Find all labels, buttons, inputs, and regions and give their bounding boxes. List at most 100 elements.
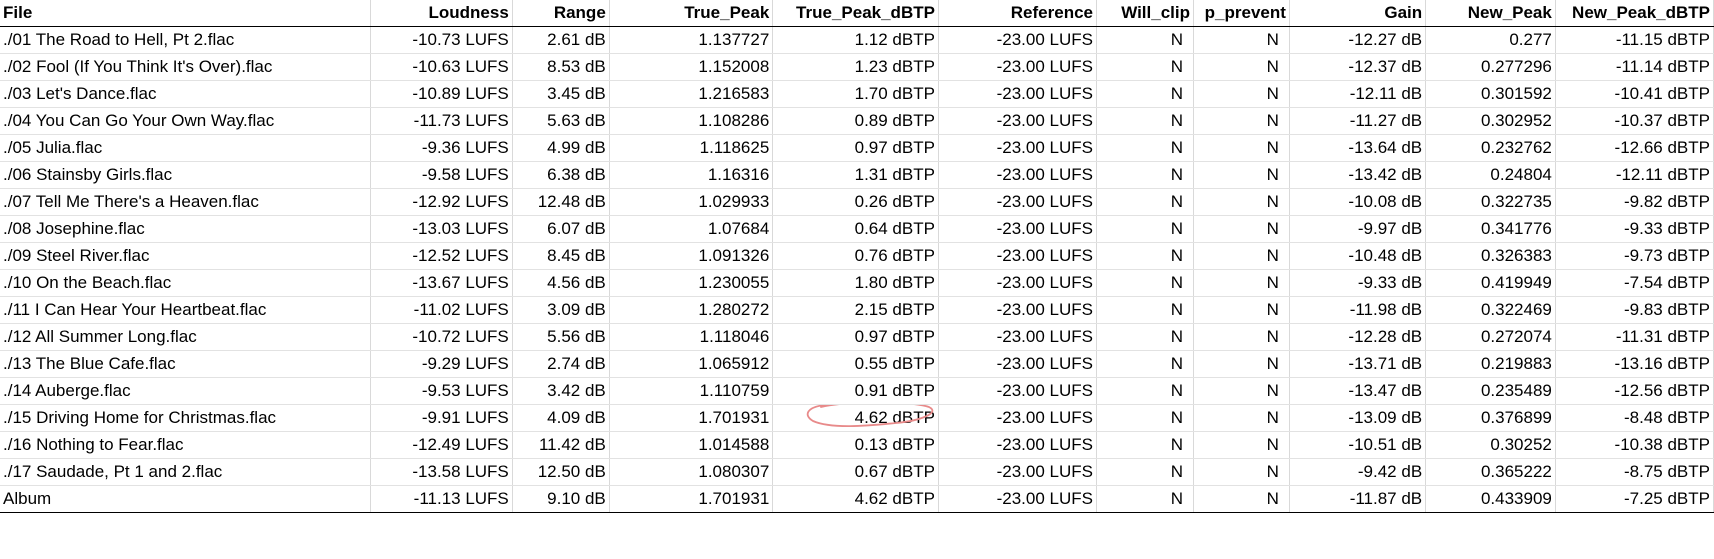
cell-new-peak[interactable]: 0.232762 <box>1425 134 1556 162</box>
cell-true-peak[interactable]: 1.701931 <box>609 404 774 432</box>
cell-clip-prevent[interactable]: N <box>1193 350 1290 378</box>
cell-will-clip[interactable]: N <box>1096 377 1194 405</box>
cell-range[interactable]: 2.74 dB <box>512 350 610 378</box>
cell-reference[interactable]: -23.00 LUFS <box>938 323 1098 351</box>
cell-true-peak[interactable]: 1.091326 <box>609 242 774 270</box>
cell-file[interactable]: ./12 All Summer Long.flac <box>0 323 372 351</box>
cell-file[interactable]: ./15 Driving Home for Christmas.flac <box>0 404 372 432</box>
cell-file[interactable]: ./02 Fool (If You Think It's Over).flac <box>0 53 372 81</box>
cell-new-peak-dbtp[interactable]: -12.66 dBTP <box>1555 134 1714 162</box>
cell-true-peak[interactable]: 1.216583 <box>609 80 774 108</box>
cell-range[interactable]: 9.10 dB <box>512 485 610 513</box>
cell-gain[interactable]: -13.42 dB <box>1289 161 1427 189</box>
cell-true-peak[interactable]: 1.152008 <box>609 53 774 81</box>
cell-gain[interactable]: -13.64 dB <box>1289 134 1427 162</box>
cell-clip-prevent[interactable]: N <box>1193 80 1290 108</box>
cell-new-peak[interactable]: 0.24804 <box>1425 161 1556 189</box>
cell-file[interactable]: ./08 Josephine.flac <box>0 215 372 243</box>
cell-reference[interactable]: -23.00 LUFS <box>938 296 1098 324</box>
cell-gain[interactable]: -12.11 dB <box>1289 80 1427 108</box>
cell-range[interactable]: 5.56 dB <box>512 323 610 351</box>
cell-loudness[interactable]: -10.63 LUFS <box>370 53 513 81</box>
cell-true-peak[interactable]: 1.110759 <box>609 377 774 405</box>
cell-true-peak-dbtp[interactable]: 0.91 dBTP <box>772 377 939 405</box>
cell-reference[interactable]: -23.00 LUFS <box>938 107 1098 135</box>
cell-gain[interactable]: -12.27 dB <box>1289 26 1427 54</box>
cell-gain[interactable]: -9.97 dB <box>1289 215 1427 243</box>
cell-gain[interactable]: -9.33 dB <box>1289 269 1427 297</box>
cell-file[interactable]: ./14 Auberge.flac <box>0 377 372 405</box>
cell-true-peak[interactable]: 1.280272 <box>609 296 774 324</box>
cell-gain[interactable]: -13.47 dB <box>1289 377 1427 405</box>
cell-clip-prevent[interactable]: N <box>1193 431 1290 459</box>
cell-new-peak-dbtp[interactable]: -9.83 dBTP <box>1555 296 1714 324</box>
cell-reference[interactable]: -23.00 LUFS <box>938 188 1098 216</box>
cell-new-peak[interactable]: 0.277296 <box>1425 53 1556 81</box>
cell-clip-prevent[interactable]: N <box>1193 296 1290 324</box>
cell-reference[interactable]: -23.00 LUFS <box>938 134 1098 162</box>
cell-true-peak[interactable]: 1.07684 <box>609 215 774 243</box>
cell-will-clip[interactable]: N <box>1096 26 1194 54</box>
cell-will-clip[interactable]: N <box>1096 350 1194 378</box>
cell-will-clip[interactable]: N <box>1096 431 1194 459</box>
cell-range[interactable]: 4.99 dB <box>512 134 610 162</box>
column-header-true-peak[interactable]: True_Peak <box>609 0 774 27</box>
cell-new-peak[interactable]: 0.326383 <box>1425 242 1556 270</box>
cell-reference[interactable]: -23.00 LUFS <box>938 431 1098 459</box>
cell-new-peak[interactable]: 0.322469 <box>1425 296 1556 324</box>
cell-clip-prevent[interactable]: N <box>1193 485 1290 513</box>
cell-loudness[interactable]: -10.72 LUFS <box>370 323 513 351</box>
cell-true-peak-dbtp[interactable]: 1.12 dBTP <box>772 26 939 54</box>
cell-will-clip[interactable]: N <box>1096 188 1194 216</box>
cell-will-clip[interactable]: N <box>1096 296 1194 324</box>
cell-true-peak-dbtp[interactable]: 4.62 dBTP <box>772 485 939 513</box>
cell-new-peak-dbtp[interactable]: -9.33 dBTP <box>1555 215 1714 243</box>
cell-loudness[interactable]: -12.49 LUFS <box>370 431 513 459</box>
cell-true-peak-dbtp[interactable]: 1.80 dBTP <box>772 269 939 297</box>
cell-new-peak[interactable]: 0.277 <box>1425 26 1556 54</box>
cell-loudness[interactable]: -10.73 LUFS <box>370 26 513 54</box>
cell-loudness[interactable]: -11.02 LUFS <box>370 296 513 324</box>
cell-new-peak[interactable]: 0.219883 <box>1425 350 1556 378</box>
cell-true-peak[interactable]: 1.16316 <box>609 161 774 189</box>
cell-file[interactable]: ./16 Nothing to Fear.flac <box>0 431 372 459</box>
cell-true-peak[interactable]: 1.080307 <box>609 458 774 486</box>
cell-loudness[interactable]: -13.67 LUFS <box>370 269 513 297</box>
cell-new-peak[interactable]: 0.419949 <box>1425 269 1556 297</box>
cell-clip-prevent[interactable]: N <box>1193 215 1290 243</box>
cell-range[interactable]: 3.09 dB <box>512 296 610 324</box>
cell-gain[interactable]: -11.87 dB <box>1289 485 1427 513</box>
cell-new-peak-dbtp[interactable]: -12.11 dBTP <box>1555 161 1714 189</box>
cell-reference[interactable]: -23.00 LUFS <box>938 377 1098 405</box>
cell-new-peak-dbtp[interactable]: -13.16 dBTP <box>1555 350 1714 378</box>
cell-true-peak-dbtp[interactable]: 1.70 dBTP <box>772 80 939 108</box>
cell-true-peak[interactable]: 1.137727 <box>609 26 774 54</box>
column-header-true-peak-dbtp[interactable]: True_Peak_dBTP <box>772 0 939 27</box>
cell-reference[interactable]: -23.00 LUFS <box>938 269 1098 297</box>
cell-new-peak-dbtp[interactable]: -10.38 dBTP <box>1555 431 1714 459</box>
cell-clip-prevent[interactable]: N <box>1193 134 1290 162</box>
cell-clip-prevent[interactable]: N <box>1193 107 1290 135</box>
cell-will-clip[interactable]: N <box>1096 242 1194 270</box>
cell-range[interactable]: 4.56 dB <box>512 269 610 297</box>
cell-true-peak[interactable]: 1.029933 <box>609 188 774 216</box>
cell-loudness[interactable]: -13.58 LUFS <box>370 458 513 486</box>
cell-will-clip[interactable]: N <box>1096 80 1194 108</box>
cell-true-peak[interactable]: 1.118046 <box>609 323 774 351</box>
cell-clip-prevent[interactable]: N <box>1193 26 1290 54</box>
cell-clip-prevent[interactable]: N <box>1193 242 1290 270</box>
cell-reference[interactable]: -23.00 LUFS <box>938 350 1098 378</box>
cell-reference[interactable]: -23.00 LUFS <box>938 161 1098 189</box>
cell-true-peak-dbtp[interactable]: 0.89 dBTP <box>772 107 939 135</box>
cell-clip-prevent[interactable]: N <box>1193 161 1290 189</box>
cell-loudness[interactable]: -9.58 LUFS <box>370 161 513 189</box>
cell-loudness[interactable]: -9.36 LUFS <box>370 134 513 162</box>
cell-true-peak-dbtp[interactable]: 0.64 dBTP <box>772 215 939 243</box>
cell-range[interactable]: 8.53 dB <box>512 53 610 81</box>
cell-reference[interactable]: -23.00 LUFS <box>938 242 1098 270</box>
cell-gain[interactable]: -9.42 dB <box>1289 458 1427 486</box>
cell-clip-prevent[interactable]: N <box>1193 404 1290 432</box>
cell-new-peak[interactable]: 0.272074 <box>1425 323 1556 351</box>
cell-new-peak-dbtp[interactable]: -8.75 dBTP <box>1555 458 1714 486</box>
column-header-will-clip[interactable]: Will_clip <box>1096 0 1194 27</box>
